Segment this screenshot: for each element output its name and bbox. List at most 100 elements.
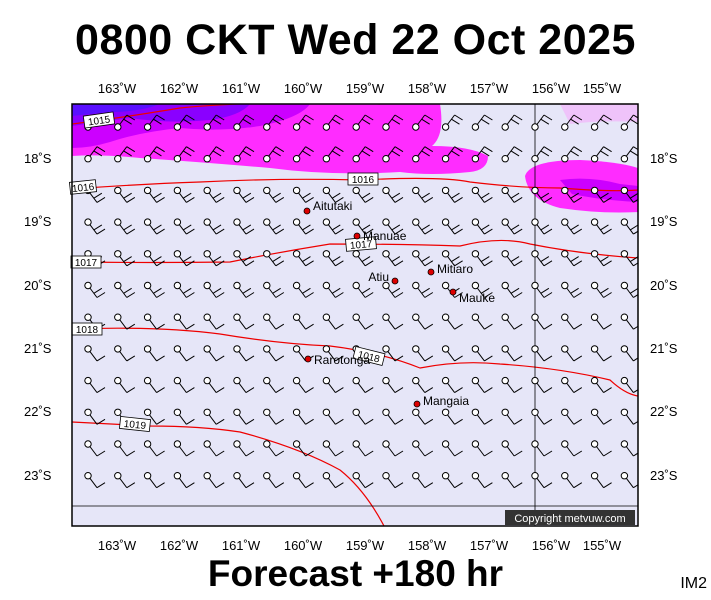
wind-barb [352,313,374,330]
wind-barb [501,114,523,131]
wind-barb [620,440,638,457]
wind-barb [322,440,344,457]
place-mauke: Mauke [449,288,495,305]
image-tag: IM2 [680,575,707,592]
wind-barb [233,408,255,425]
wind-barb [114,376,136,394]
lon-tick-label: 160˚W [284,81,323,96]
wind-barb [292,472,314,489]
wind-barb [263,146,285,163]
wind-barb [173,186,195,203]
wind-barb [501,376,523,394]
wind-barb [441,146,463,163]
isobar-label: 1018 [71,322,103,336]
wind-barb [441,408,463,425]
svg-text:Atiu: Atiu [368,270,389,284]
wind-barb [203,408,225,425]
wind-barb [233,440,255,457]
wind-barb [322,376,344,394]
wind-barb [143,440,165,457]
wind-barb [471,281,493,298]
wind-barb [441,472,463,489]
wind-barb [441,440,463,457]
lon-tick-label: 157˚W [470,538,509,553]
svg-text:1018: 1018 [76,325,99,336]
wind-barb [203,146,225,163]
wind-barb [173,345,195,362]
wind-barb [590,146,612,163]
wind-barb [292,114,314,131]
svg-text:1017: 1017 [75,258,98,269]
lat-tick-label: 22˚S [650,404,678,419]
wind-barb [531,345,553,362]
wind-barb [531,281,553,298]
wind-barb [322,146,344,163]
wind-barb [471,114,493,131]
wind-barb [561,472,583,489]
wind-barb [233,472,255,489]
wind-barb [143,186,165,203]
wind-barb [114,218,136,235]
lon-tick-label: 159˚W [346,81,385,96]
wind-barb [233,376,255,394]
wind-barb [173,218,195,235]
wind-barb [352,408,374,425]
wind-barb [382,146,404,163]
wind-barb [531,313,553,330]
wind-barb [382,376,404,394]
wind-barb [352,376,374,394]
wind-barb [263,472,285,489]
wind-barb [203,218,225,235]
wind-barb [561,313,583,330]
wind-barb [412,313,434,330]
wind-barb [412,345,434,362]
wind-barb [114,345,136,362]
wind-barb [441,376,463,394]
wind-barb [531,376,553,394]
place-mangaia: Mangaia [413,394,469,408]
lat-tick-label: 18˚S [650,151,678,166]
wind-barb [352,186,374,203]
lat-tick-label: 19˚S [650,214,678,229]
wind-barb [203,281,225,298]
wind-barb [412,186,434,203]
wind-barb [143,408,165,425]
lon-tick-label: 161˚W [222,81,261,96]
wind-barb [84,345,106,362]
wind-barb [471,186,493,203]
wind-barb [143,313,165,330]
wind-barb [561,345,583,362]
wind-barb [382,250,404,267]
wind-barb [173,114,195,131]
wind-barb [173,472,195,489]
wind-barb [203,345,225,362]
wind-barb [114,472,136,489]
svg-text:1017: 1017 [350,239,374,252]
wind-barb [143,114,165,131]
lon-tick-label: 161˚W [222,538,261,553]
wind-barb [143,345,165,362]
wind-barb [352,440,374,457]
wind-barb [233,345,255,362]
wind-barb [471,345,493,362]
wind-barb [531,218,553,235]
wind-barb [412,114,434,131]
wind-barb [233,281,255,298]
wind-barb [382,408,404,425]
wind-barb [382,345,404,362]
lat-tick-label: 21˚S [650,341,678,356]
wind-barb [561,186,583,203]
wind-barb [114,250,136,267]
wind-barb [84,218,106,235]
wind-barb [471,440,493,457]
svg-text:Copyright metvuw.com: Copyright metvuw.com [514,513,625,525]
wind-barb [322,345,344,362]
wind-barb [84,376,106,394]
lon-tick-label: 158˚W [408,538,447,553]
wind-barb [263,408,285,425]
wind-barb [173,408,195,425]
wind-barb [263,376,285,394]
wind-barb [531,186,553,203]
svg-text:Mangaia: Mangaia [423,394,469,408]
